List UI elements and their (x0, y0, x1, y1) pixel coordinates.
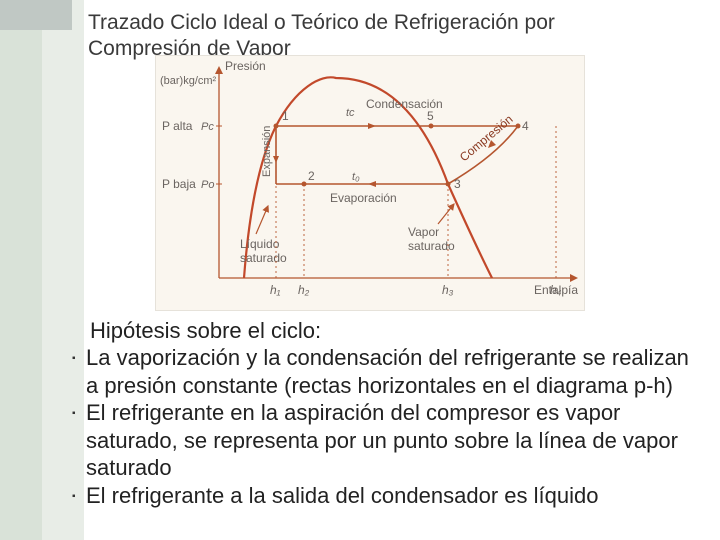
bullet-text: El refrigerante en la aspiración del com… (86, 399, 702, 482)
svg-text:P baja: P baja (162, 177, 196, 191)
svg-text:Evaporación: Evaporación (330, 191, 397, 205)
svg-text:Líquido: Líquido (240, 237, 280, 251)
svg-text:saturado: saturado (240, 251, 287, 265)
svg-text:Condensación: Condensación (366, 97, 443, 111)
svg-text:Presión: Presión (225, 59, 266, 73)
hypotheses-block: Hipótesis sobre el ciclo: ▪La vaporizaci… (90, 317, 702, 510)
svg-text:P alta: P alta (162, 119, 193, 133)
bullet-marker: ▪ (72, 344, 86, 399)
title-line1: Trazado Ciclo Ideal o Teórico de Refrige… (88, 11, 555, 34)
bullet-marker: ▪ (72, 482, 86, 510)
bullet-row: ▪El refrigerante a la salida del condens… (90, 482, 702, 510)
bullet-row: ▪El refrigerante en la aspiración del co… (90, 399, 702, 482)
svg-text:1: 1 (282, 109, 289, 123)
svg-text:h₄: h₄ (550, 283, 562, 297)
slide-content: Trazado Ciclo Ideal o Teórico de Refrige… (0, 0, 720, 509)
bullet-text: El refrigerante a la salida del condensa… (86, 482, 598, 510)
svg-text:t₀: t₀ (352, 171, 360, 183)
svg-text:(bar)kg/cm²: (bar)kg/cm² (160, 75, 217, 87)
svg-text:2: 2 (308, 169, 315, 183)
svg-text:4: 4 (522, 119, 529, 133)
svg-text:tc: tc (346, 107, 355, 119)
diagram-container: Presión(bar)kg/cm²EntalpíaP altaP bajaPc… (38, 55, 702, 311)
ph-diagram: Presión(bar)kg/cm²EntalpíaP altaP bajaPc… (155, 55, 585, 311)
svg-text:h₂: h₂ (298, 283, 310, 297)
svg-text:5: 5 (427, 109, 434, 123)
bullet-row: ▪La vaporización y la condensación del r… (90, 344, 702, 399)
diagram-svg: Presión(bar)kg/cm²EntalpíaP altaP bajaPc… (156, 56, 586, 312)
bullet-marker: ▪ (72, 399, 86, 482)
svg-text:Po: Po (201, 179, 214, 191)
svg-text:h₃: h₃ (442, 283, 454, 297)
svg-text:3: 3 (454, 177, 461, 191)
hypotheses-heading: Hipótesis sobre el ciclo: (90, 317, 702, 345)
svg-text:Pc: Pc (201, 121, 214, 133)
svg-text:Expansión: Expansión (261, 125, 273, 176)
svg-text:Vapor: Vapor (408, 225, 439, 239)
svg-text:h₁: h₁ (270, 283, 281, 297)
svg-text:Compresión: Compresión (457, 111, 516, 163)
bullet-text: La vaporización y la condensación del re… (86, 344, 702, 399)
